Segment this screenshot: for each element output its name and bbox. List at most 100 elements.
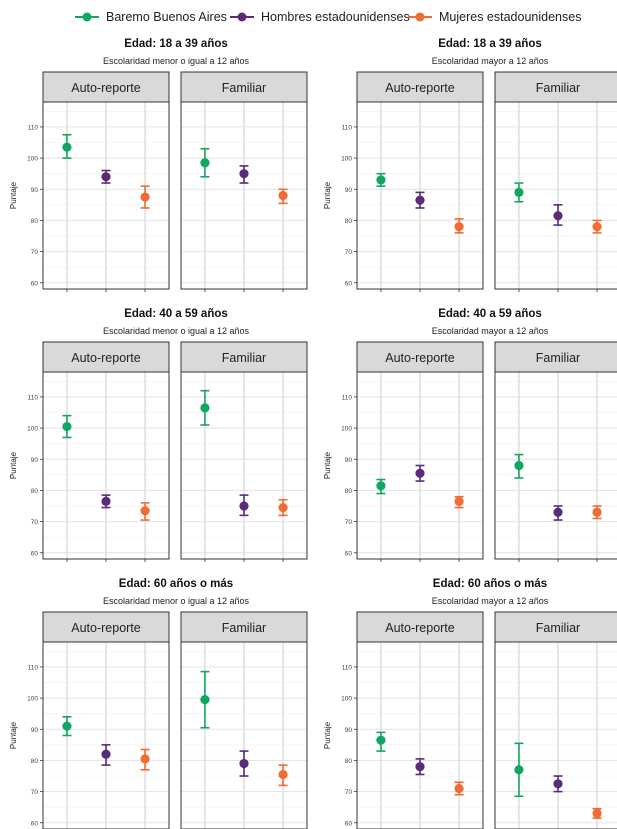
facet-strip [42, 71, 170, 103]
chart-subtitle: Escolaridad mayor a 12 años [432, 596, 549, 606]
y-tick-label: 70 [345, 519, 353, 526]
data-point [514, 765, 524, 775]
y-tick-label: 60 [345, 550, 353, 557]
data-point [239, 501, 249, 511]
y-tick-label: 70 [31, 519, 39, 526]
y-axis-label: Puntaje [323, 451, 332, 479]
data-point [592, 222, 602, 232]
data-point [101, 749, 111, 759]
data-point [454, 222, 464, 232]
facet-strip [494, 611, 617, 643]
facet-strip [356, 71, 484, 103]
legend-label-hombres: Hombres estadounidenses [261, 10, 410, 24]
data-point [101, 496, 111, 506]
chart-subtitle: Escolaridad menor o igual a 12 años [103, 56, 250, 66]
y-tick-label: 70 [345, 249, 353, 256]
facet-strip-label: Familiar [536, 621, 580, 635]
y-axis-label: Puntaje [323, 721, 332, 749]
data-point [62, 721, 72, 731]
y-tick-label: 60 [345, 280, 353, 287]
facet-strip-label: Auto-reporte [385, 81, 455, 95]
legend-marker-baremo [75, 12, 99, 22]
y-tick-label: 90 [31, 187, 39, 194]
y-tick-label: 110 [342, 124, 353, 131]
data-point [200, 158, 210, 168]
facet-strip [356, 611, 484, 643]
data-point [376, 735, 386, 745]
y-tick-label: 110 [28, 664, 39, 671]
y-tick-label: 90 [31, 457, 39, 464]
chart-title: Edad: 60 años o más [119, 578, 233, 590]
y-tick-label: 90 [31, 727, 39, 734]
data-point [200, 695, 210, 705]
facet-strip [494, 71, 617, 103]
data-point [239, 758, 249, 769]
legend-item-baremo: Baremo Buenos Aires [74, 8, 227, 26]
data-point [592, 808, 602, 819]
y-tick-label: 110 [28, 394, 39, 401]
y-tick-label: 70 [345, 789, 353, 796]
facet-strip-label: Familiar [222, 81, 266, 95]
y-tick-label: 80 [345, 218, 353, 225]
facet-strip [42, 611, 170, 643]
y-tick-label: 60 [31, 820, 39, 827]
legend-label-mujeres: Mujeres estadounidenses [439, 10, 582, 24]
chart-subtitle: Escolaridad menor o igual a 12 años [103, 326, 250, 336]
y-tick-label: 100 [27, 156, 38, 163]
legend-label-baremo: Baremo Buenos Aires [106, 10, 227, 24]
facet-strip-label: Auto-reporte [385, 351, 455, 365]
legend-item-hombres: Hombres estadounidenses [229, 8, 410, 26]
data-point [514, 187, 524, 197]
y-tick-label: 80 [345, 758, 353, 765]
panel-background [495, 372, 617, 559]
data-point [415, 762, 425, 772]
data-point [415, 195, 425, 205]
y-tick-label: 70 [31, 789, 39, 796]
y-axis-label: Puntaje [9, 451, 18, 479]
chart-subtitle: Escolaridad menor o igual a 12 años [103, 596, 250, 606]
y-tick-label: 80 [31, 758, 39, 765]
data-point [454, 496, 464, 506]
y-tick-label: 80 [345, 488, 353, 495]
y-tick-label: 100 [27, 696, 38, 703]
legend: Baremo Buenos Aires Hombres estadouniden… [0, 0, 617, 34]
y-tick-label: 70 [31, 249, 39, 256]
chart-title: Edad: 18 a 39 años [438, 38, 542, 50]
y-tick-label: 90 [345, 727, 353, 734]
data-point [514, 460, 524, 471]
data-point [200, 403, 210, 413]
y-tick-label: 100 [341, 696, 352, 703]
y-tick-label: 100 [27, 426, 38, 433]
facet-strip-label: Familiar [536, 81, 580, 95]
panel-background [495, 642, 617, 829]
y-tick-label: 90 [345, 187, 353, 194]
data-point [62, 142, 72, 152]
legend-marker-mujeres [408, 12, 432, 22]
facet-strip [180, 341, 308, 373]
panel-border [494, 641, 617, 829]
facet-strip [356, 341, 484, 373]
panel-border [42, 641, 170, 829]
data-point [101, 172, 111, 182]
data-point [140, 754, 150, 764]
data-point [553, 507, 563, 517]
chart-title: Edad: 60 años o más [433, 578, 547, 590]
facet-strip-label: Familiar [222, 621, 266, 635]
chart-title: Edad: 18 a 39 años [124, 38, 228, 50]
facet-strip-label: Auto-reporte [385, 621, 455, 635]
facet-strip [180, 71, 308, 103]
data-point [140, 506, 150, 516]
facet-strip-label: Auto-reporte [71, 81, 141, 95]
chart-subtitle: Escolaridad mayor a 12 años [432, 56, 549, 66]
y-axis-label: Puntaje [9, 181, 18, 209]
y-tick-label: 80 [31, 488, 39, 495]
panel-border [180, 641, 308, 829]
facet-strip [180, 611, 308, 643]
y-tick-label: 110 [28, 124, 39, 131]
data-point [278, 190, 288, 201]
y-tick-label: 110 [342, 664, 353, 671]
panel-background [495, 102, 617, 289]
data-point [140, 192, 150, 202]
data-point [62, 421, 72, 432]
